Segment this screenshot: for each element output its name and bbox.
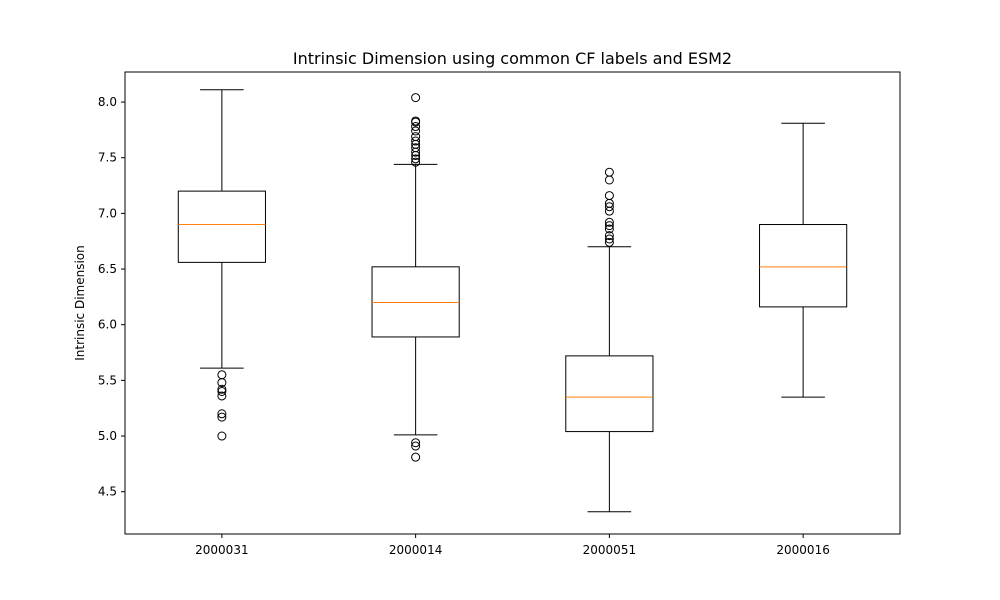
outlier-point xyxy=(411,157,421,167)
outlier-point xyxy=(217,409,227,419)
x-tick-label: 2000014 xyxy=(389,543,442,557)
outlier-point xyxy=(411,132,421,142)
boxes-group xyxy=(177,89,848,513)
outlier-point xyxy=(411,441,421,451)
outlier-point xyxy=(411,136,421,146)
outlier-point xyxy=(411,93,421,103)
y-tick-label: 7.0 xyxy=(98,206,117,220)
y-tick-label: 6.0 xyxy=(98,318,117,332)
outlier-point xyxy=(604,221,614,231)
outlier-point xyxy=(411,438,421,448)
outlier-point xyxy=(217,391,227,401)
y-tick-label: 6.5 xyxy=(98,262,117,276)
y-tick-label: 5.0 xyxy=(98,429,117,443)
iqr-box xyxy=(177,190,266,263)
outlier-point xyxy=(604,231,614,241)
y-tick-label: 5.5 xyxy=(98,373,117,387)
box-2000031 xyxy=(177,89,266,441)
y-tick-label: 4.5 xyxy=(98,485,117,499)
outlier-point xyxy=(604,234,614,244)
chart-title: Intrinsic Dimension using common CF labe… xyxy=(293,49,732,68)
y-axis-label: Intrinsic Dimension xyxy=(73,245,87,361)
outlier-point xyxy=(604,175,614,185)
outlier-point xyxy=(411,126,421,136)
outlier-point xyxy=(217,431,227,441)
outlier-point xyxy=(604,217,614,227)
iqr-box xyxy=(565,355,654,433)
box-2000016 xyxy=(759,122,848,398)
outlier-point xyxy=(604,224,614,234)
outlier-point xyxy=(217,412,227,422)
outlier-point xyxy=(604,167,614,177)
outlier-point xyxy=(604,237,614,247)
x-tick-label: 2000031 xyxy=(195,543,248,557)
plot-area-frame xyxy=(124,71,901,535)
x-axis: 2000031 2000014 2000051 2000016 xyxy=(195,534,830,557)
y-axis: 4.5 5.0 5.5 6.0 6.5 7.0 7.5 8.0 xyxy=(98,95,125,499)
outlier-point xyxy=(411,116,421,126)
outlier-point xyxy=(411,452,421,462)
outlier-point xyxy=(217,370,227,380)
iqr-box xyxy=(371,266,460,338)
x-tick-label: 2000051 xyxy=(583,543,636,557)
outlier-point xyxy=(411,143,421,153)
outlier-point xyxy=(217,387,227,397)
box-2000014 xyxy=(371,93,460,462)
outlier-point xyxy=(604,202,614,212)
x-tick-label: 2000016 xyxy=(776,543,829,557)
outlier-point xyxy=(604,191,614,201)
iqr-box xyxy=(759,224,848,308)
outlier-point xyxy=(217,384,227,394)
y-tick-label: 8.0 xyxy=(98,95,117,109)
outlier-point xyxy=(411,122,421,132)
box-2000051 xyxy=(565,167,654,513)
y-tick-label: 7.5 xyxy=(98,151,117,165)
outlier-point xyxy=(411,154,421,164)
